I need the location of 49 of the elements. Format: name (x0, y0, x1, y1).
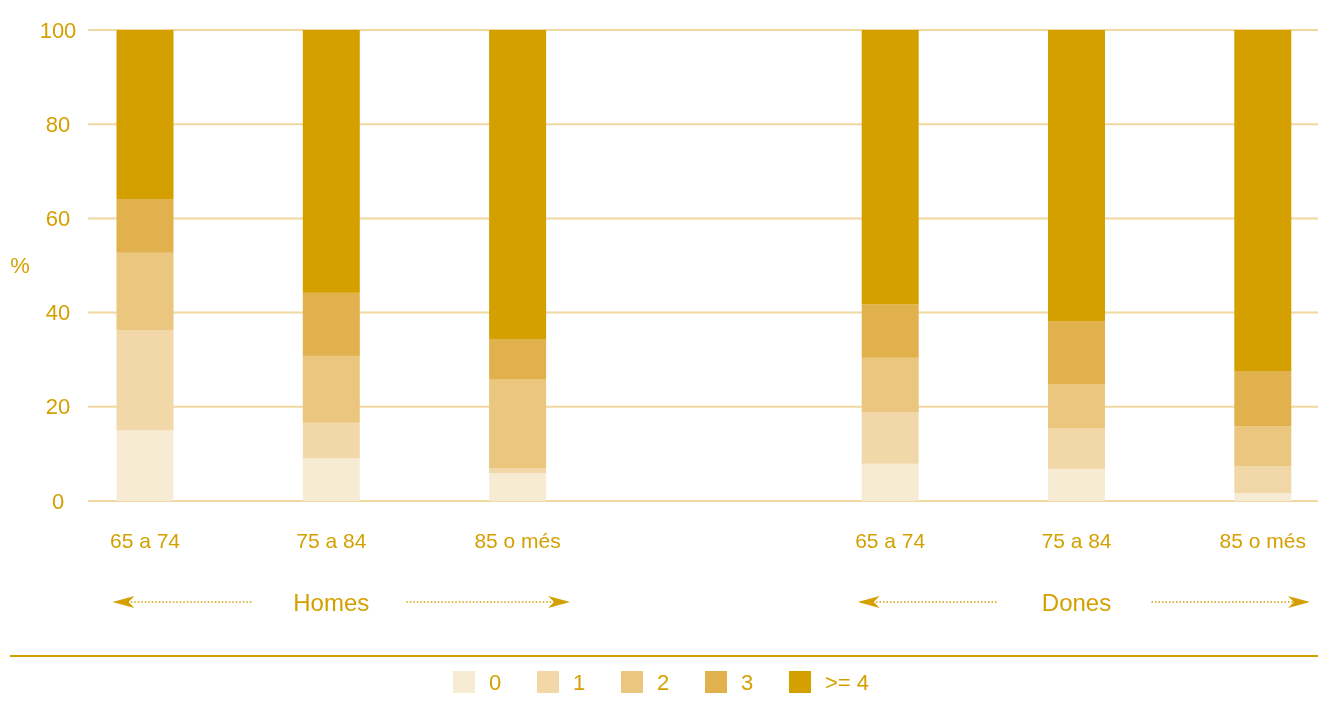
bar (302, 292, 360, 356)
bar (302, 30, 360, 293)
bar (116, 30, 174, 200)
bar (1234, 371, 1292, 427)
x-tick-label: 75 a 84 (296, 528, 367, 552)
bar (861, 304, 919, 358)
x-tick-label: 65 a 74 (855, 528, 926, 552)
bar (302, 422, 360, 459)
y-tick-label: 100 (39, 17, 77, 43)
bar (1234, 426, 1292, 467)
bar (861, 463, 919, 501)
y-tick-label: 0 (51, 488, 65, 514)
legend-label: 2 (657, 669, 670, 695)
bar (489, 338, 547, 380)
bar (489, 473, 547, 501)
y-tick-label: 80 (45, 111, 71, 137)
bar (489, 379, 547, 469)
x-tick-label: 85 o més (474, 528, 561, 552)
bar (861, 411, 919, 464)
bar (1048, 468, 1105, 501)
text: Homes (293, 588, 370, 616)
bar (861, 30, 919, 305)
bar (116, 430, 174, 501)
bar (1048, 428, 1105, 469)
legend-label: 3 (741, 669, 754, 695)
bar (1048, 321, 1105, 385)
bar (1048, 30, 1105, 322)
bar (861, 357, 919, 412)
x-tick-label: 85 o més (1219, 528, 1306, 552)
bar (1048, 384, 1105, 428)
y-tick-label: 20 (45, 394, 71, 420)
bar (116, 199, 174, 253)
bar (489, 468, 547, 474)
x-tick-label: 65 a 74 (109, 528, 181, 552)
legend-label: 1 (573, 669, 586, 695)
x-tick-label: 75 a 84 (1041, 528, 1112, 552)
bar (116, 252, 174, 331)
bar (302, 458, 360, 501)
bar (1234, 466, 1292, 493)
y-axis-title: % (10, 252, 30, 278)
bar (1234, 30, 1292, 371)
legend-label: 0 (489, 669, 502, 695)
y-tick-label: 40 (45, 300, 71, 326)
bar (302, 355, 360, 423)
text: Dones (1041, 588, 1112, 616)
y-tick-label: 60 (45, 205, 71, 231)
bar (489, 30, 547, 339)
bar (1234, 492, 1292, 501)
legend-label: >= 4 (825, 669, 870, 695)
